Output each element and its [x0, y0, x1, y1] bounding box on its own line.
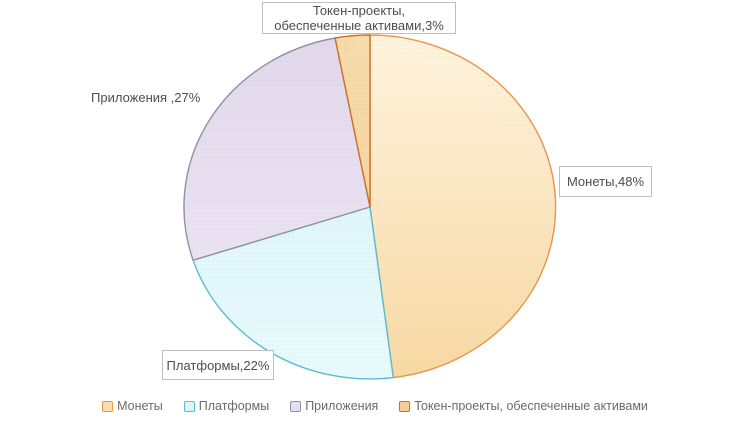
data-label-applications[interactable]: Приложения ,27% [91, 90, 201, 105]
legend-label: Монеты [117, 399, 163, 413]
legend-label: Токен-проекты, обеспеченные активами [414, 399, 648, 413]
data-label-coins[interactable]: Монеты,48% [559, 166, 652, 197]
pie-chart [183, 34, 557, 380]
legend-swatch-token-projects [399, 400, 411, 412]
legend-item-coins[interactable]: Монеты [102, 399, 163, 413]
legend-swatch-applications [290, 400, 302, 412]
data-label-platforms[interactable]: Платформы,22% [162, 350, 274, 380]
legend-item-token-projects[interactable]: Токен-проекты, обеспеченные активами [399, 399, 648, 413]
legend-label: Платформы [198, 399, 270, 413]
legend: Монеты Платформы Приложения Токен-проект… [0, 399, 750, 413]
data-label-token-projects[interactable]: Токен-проекты, обеспеченные активами,3% [262, 2, 456, 34]
legend-swatch-coins [102, 400, 114, 412]
data-label-line: обеспеченные активами,3% [274, 18, 444, 33]
legend-swatch-platforms [183, 400, 195, 412]
data-label-line: Монеты,48% [566, 174, 645, 189]
pie-slice-coins[interactable] [369, 34, 557, 379]
data-label-line: Платформы,22% [166, 357, 270, 373]
data-label-line: Токен-проекты, [312, 3, 406, 18]
legend-item-applications[interactable]: Приложения [290, 399, 378, 413]
legend-item-platforms[interactable]: Платформы [183, 399, 270, 413]
legend-label: Приложения [305, 399, 379, 413]
